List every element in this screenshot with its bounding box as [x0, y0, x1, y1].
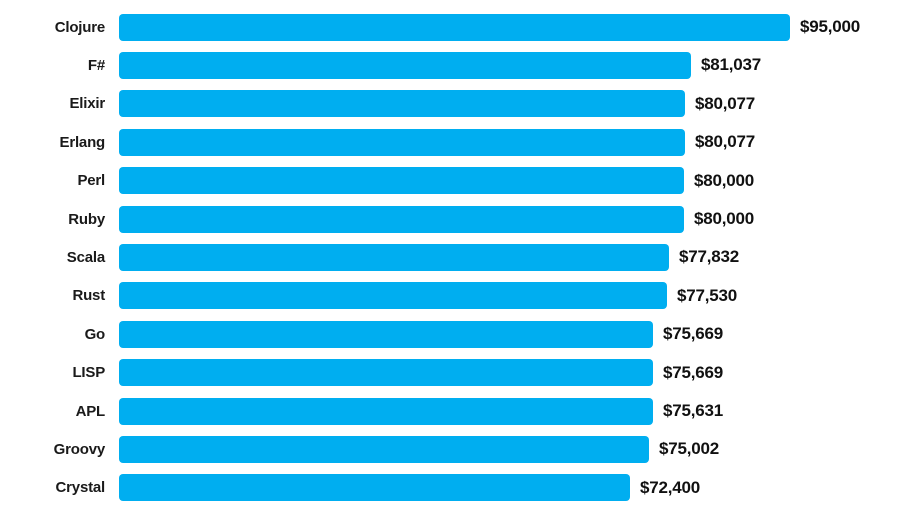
bar-track: $80,077 — [119, 85, 900, 123]
bar — [119, 359, 653, 387]
bar-row: Perl $80,000 — [0, 162, 900, 200]
bar-track: $75,631 — [119, 392, 900, 430]
category-label: LISP — [72, 364, 105, 382]
bar — [119, 205, 684, 233]
bar-row: LISP $75,669 — [0, 354, 900, 392]
category-label: Go — [84, 325, 106, 343]
bar-row: Rust $77,530 — [0, 277, 900, 315]
bar-row: Scala $77,832 — [0, 238, 900, 276]
value-label: $81,037 — [701, 55, 762, 75]
bar-track: $75,002 — [119, 430, 900, 468]
bar-track: $95,000 — [119, 8, 900, 46]
bar — [119, 435, 649, 463]
bar-row: Ruby $80,000 — [0, 200, 900, 238]
bar — [119, 90, 685, 118]
value-label: $80,077 — [695, 132, 756, 152]
category-label: Rust — [72, 287, 105, 305]
value-label: $75,002 — [659, 439, 720, 459]
category-label: Groovy — [53, 440, 106, 458]
bar-track: $80,000 — [119, 200, 900, 238]
value-label: $75,631 — [663, 401, 724, 421]
bar — [119, 397, 653, 425]
bar-row: Go $75,669 — [0, 315, 900, 353]
value-label: $75,669 — [663, 324, 724, 344]
bar-row: Crystal $72,400 — [0, 469, 900, 507]
bar-row: Erlang $80,077 — [0, 123, 900, 161]
bar-row: APL $75,631 — [0, 392, 900, 430]
bar-track: $81,037 — [119, 46, 900, 84]
bar — [119, 128, 685, 156]
bar — [119, 474, 630, 502]
bar-row: F# $81,037 — [0, 46, 900, 84]
category-label: APL — [75, 402, 106, 420]
category-label: F# — [87, 56, 105, 74]
value-label: $75,669 — [663, 362, 724, 382]
bar — [119, 167, 684, 195]
value-label: $77,530 — [677, 285, 738, 305]
value-label: $80,000 — [694, 209, 755, 229]
category-label: Clojure — [54, 18, 105, 36]
bar — [119, 282, 667, 310]
category-label: Erlang — [59, 133, 106, 151]
value-label: $77,832 — [679, 247, 740, 267]
value-label: $80,000 — [694, 170, 755, 190]
category-label: Perl — [77, 172, 105, 190]
value-label: $72,400 — [640, 477, 701, 497]
bar-track: $75,669 — [119, 315, 900, 353]
category-label: Scala — [66, 248, 105, 266]
bar-row: Clojure $95,000 — [0, 8, 900, 46]
bar — [119, 13, 790, 41]
category-label: Elixir — [69, 95, 106, 113]
bar — [119, 243, 669, 271]
bar — [119, 320, 653, 348]
category-label: Ruby — [68, 210, 105, 228]
bar-track: $77,530 — [119, 277, 900, 315]
value-label: $80,077 — [695, 93, 756, 113]
bar-track: $80,000 — [119, 162, 900, 200]
value-label: $95,000 — [800, 17, 861, 36]
bar-row: Groovy $75,002 — [0, 430, 900, 468]
bar-row: Elixir $80,077 — [0, 85, 900, 123]
bar-track: $77,832 — [119, 238, 900, 276]
bar-track: $80,077 — [119, 123, 900, 161]
category-label: Crystal — [55, 479, 106, 497]
bar-track: $72,400 — [119, 469, 900, 507]
bar-track: $75,669 — [119, 354, 900, 392]
bar — [119, 51, 691, 79]
